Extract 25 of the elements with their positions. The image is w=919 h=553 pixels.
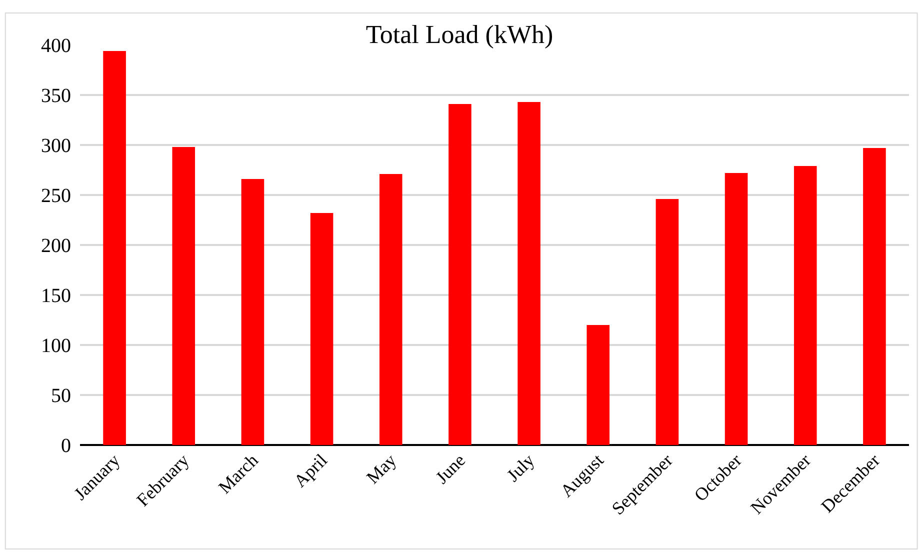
y-tick-label: 150	[41, 285, 71, 307]
bar	[103, 51, 126, 445]
y-tick-label: 50	[51, 385, 71, 407]
bar	[518, 102, 540, 445]
x-tick-label: May	[362, 450, 400, 488]
y-tick-label: 0	[61, 435, 71, 457]
bar	[724, 173, 748, 445]
bar	[241, 179, 264, 445]
bar	[310, 213, 334, 445]
x-tick-label: June	[432, 450, 470, 488]
bar	[379, 174, 402, 445]
bar	[172, 147, 196, 445]
y-tick-label: 100	[41, 335, 71, 357]
y-tick-label: 350	[41, 85, 71, 107]
y-tick-label: 200	[41, 235, 71, 257]
y-tick-label: 300	[41, 135, 71, 157]
bar	[448, 104, 472, 445]
chart-title: Total Load (kWh)	[366, 20, 554, 50]
bar	[656, 199, 679, 445]
y-tick-label: 250	[41, 185, 71, 207]
y-tick-label: 400	[41, 35, 71, 57]
bar	[863, 148, 886, 445]
x-tick-label: July	[502, 450, 538, 486]
bar	[794, 166, 817, 445]
bar	[586, 325, 610, 445]
